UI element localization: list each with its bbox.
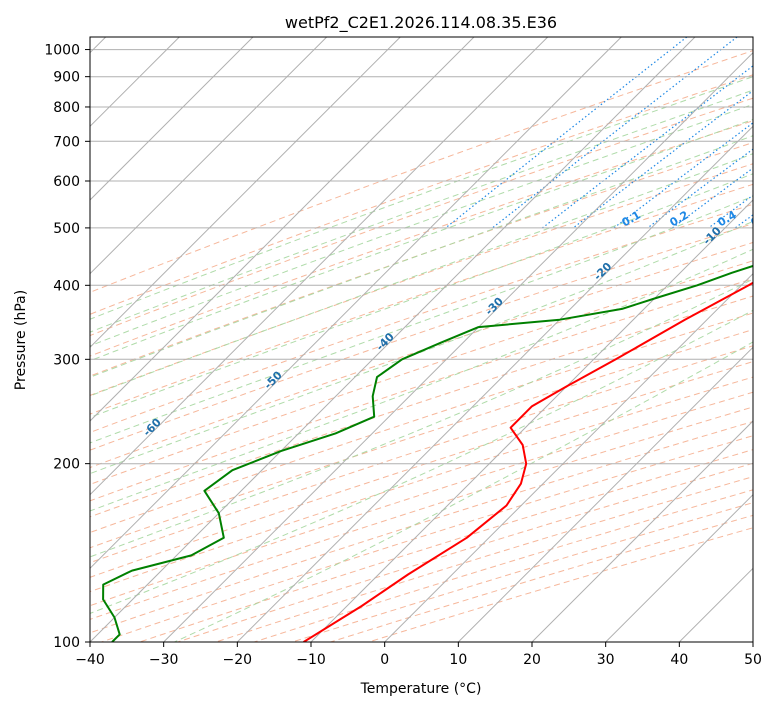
x-tick-label: −40 (75, 652, 105, 668)
y-tick-label: 400 (53, 278, 80, 294)
y-axis-label: Pressure (hPa) (13, 290, 29, 390)
y-tick-label: 800 (53, 100, 80, 116)
y-tick-label: 900 (53, 70, 80, 86)
y-tick-label: 500 (53, 221, 80, 237)
x-tick-label: 40 (670, 652, 688, 668)
y-tick-label: 200 (53, 457, 80, 473)
y-tick-label: 100 (53, 635, 80, 651)
x-axis-label: Temperature (°C) (360, 681, 482, 697)
y-tick-label: 300 (53, 352, 80, 368)
x-tick-label: −10 (296, 652, 326, 668)
chart-title: wetPf2_C2E1.2026.114.08.35.E36 (285, 13, 557, 33)
y-tick-label: 700 (53, 134, 80, 150)
y-tick-label: 600 (53, 174, 80, 190)
x-tick-label: −20 (223, 652, 253, 668)
y-tick-label: 1000 (44, 43, 80, 59)
x-tick-label: 50 (744, 652, 762, 668)
x-tick-label: 20 (523, 652, 541, 668)
x-tick-label: 30 (597, 652, 615, 668)
x-tick-label: −30 (149, 652, 179, 668)
x-tick-label: 10 (449, 652, 467, 668)
x-tick-label: 0 (380, 652, 389, 668)
